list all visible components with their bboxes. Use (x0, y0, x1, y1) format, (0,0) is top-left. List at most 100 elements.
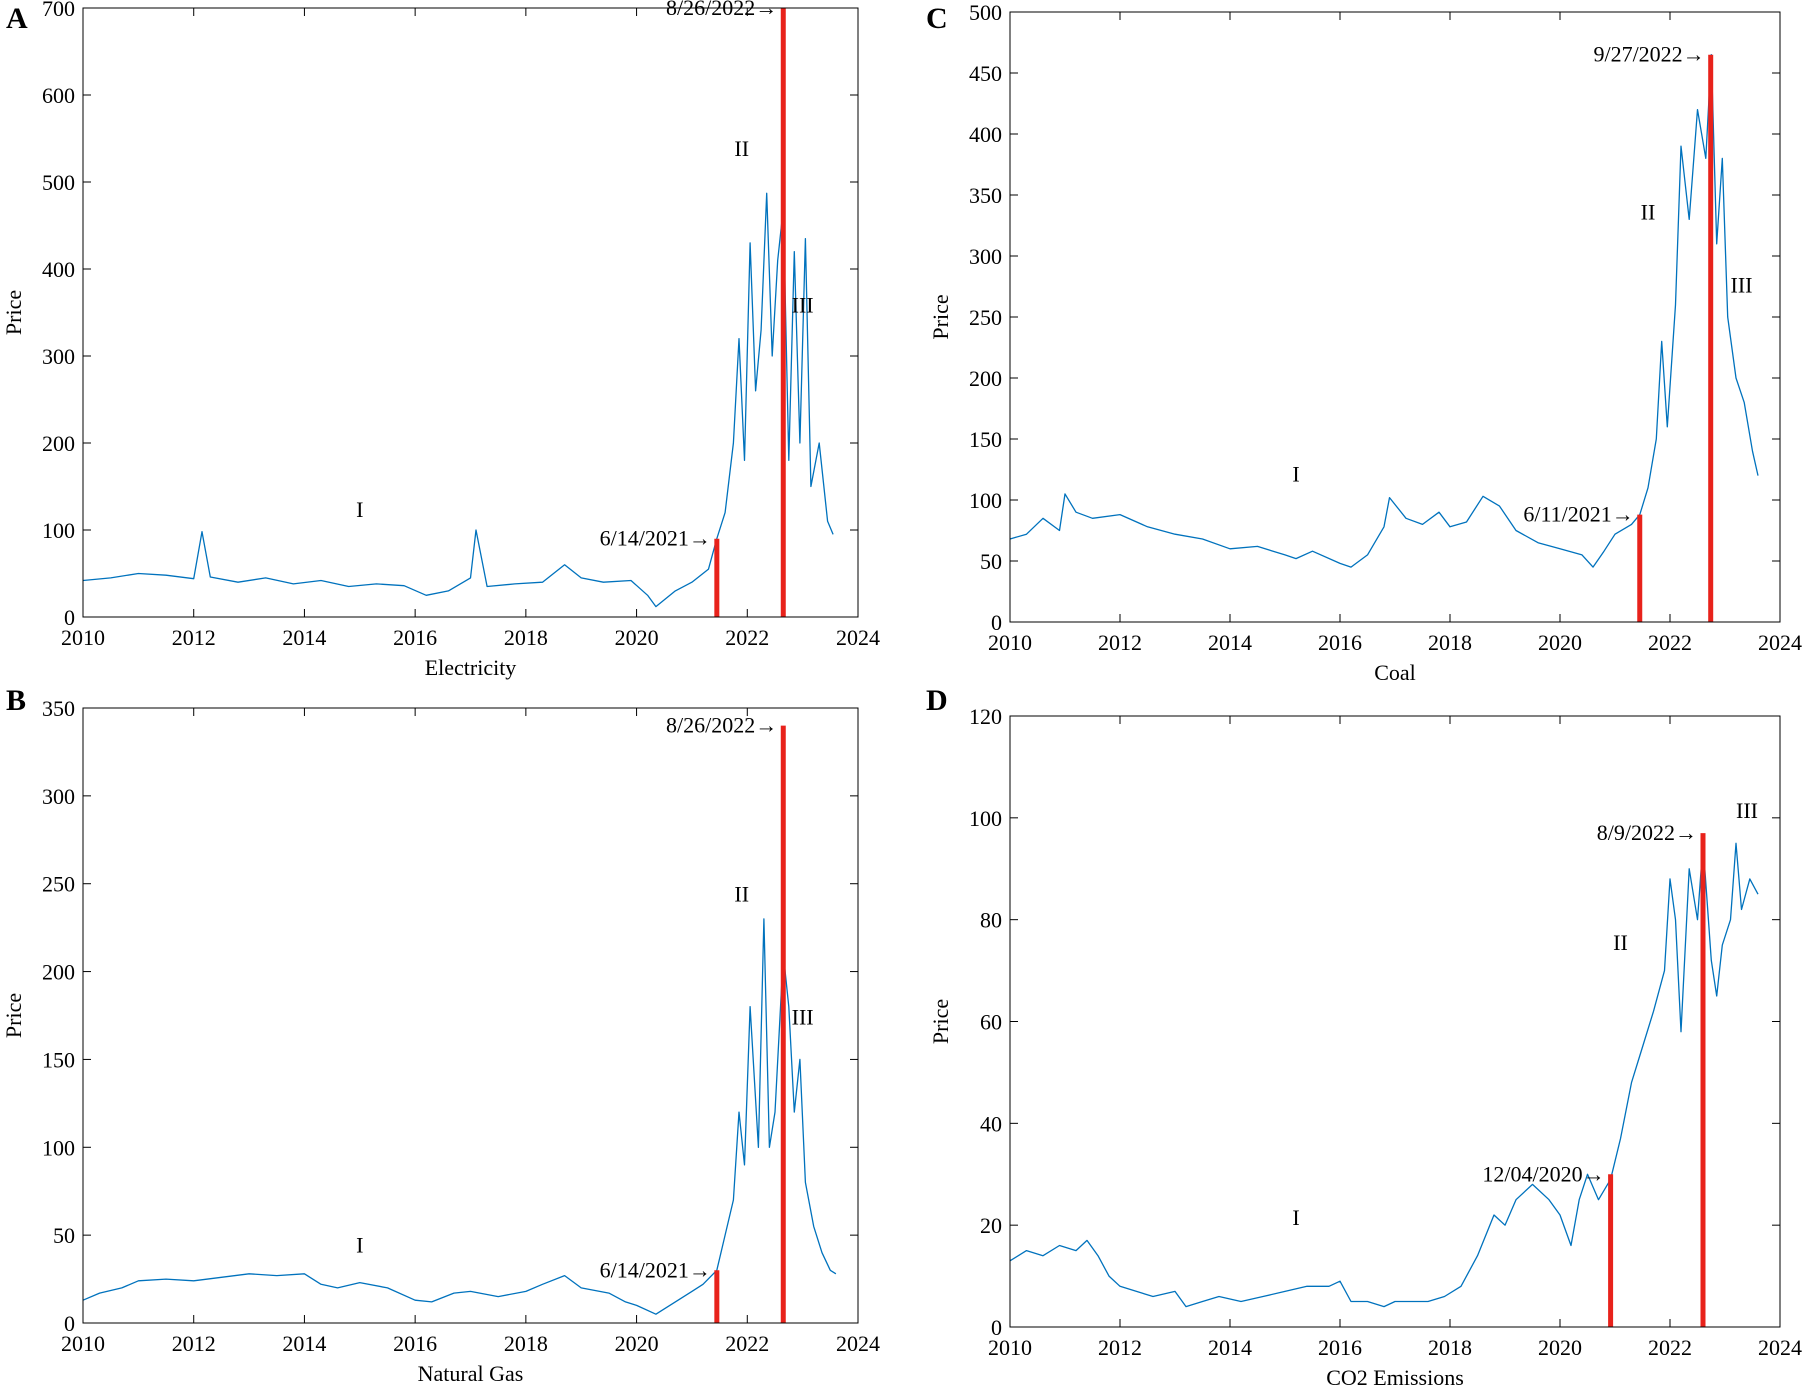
panel-letter-a: A (6, 2, 28, 35)
y-tick-label: 400 (42, 257, 75, 282)
plot-frame (82, 707, 859, 1324)
y-tick-label: 700 (42, 0, 75, 21)
x-tick-label: 2018 (504, 625, 548, 650)
y-tick-label: 40 (980, 1111, 1002, 1136)
panel-letter-b: B (6, 684, 27, 717)
x-tick-label: 2022 (725, 1331, 769, 1356)
x-tick-label: 2018 (504, 1331, 548, 1356)
series-line-coal (1009, 54, 1759, 568)
x-tick-label: 2020 (615, 625, 659, 650)
y-tick-label: 600 (42, 83, 75, 108)
y-tick-label: 0 (991, 610, 1002, 635)
y-tick-label: 200 (42, 431, 75, 456)
y-tick-label: 100 (42, 518, 75, 543)
y-tick-label: 150 (969, 427, 1002, 452)
y-tick-label: 120 (969, 704, 1002, 729)
x-tick-label: 2016 (393, 1331, 437, 1356)
region-label: III (792, 293, 814, 318)
series-line-co2-emissions (1009, 842, 1759, 1308)
x-tick-label: 2020 (615, 1331, 659, 1356)
plot-frame (82, 7, 859, 618)
event-marker-label: 6/11/2021→ (1523, 502, 1633, 527)
y-tick-label: 80 (980, 908, 1002, 933)
region-label: III (792, 1004, 814, 1029)
x-tick-label: 2024 (836, 1331, 880, 1356)
plot-frame (1009, 715, 1781, 1328)
y-tick-label: 100 (42, 1135, 75, 1160)
y-tick-label: 60 (980, 1010, 1002, 1035)
event-marker-label: 6/14/2021→ (600, 1257, 711, 1282)
x-tick-label: 2024 (836, 625, 880, 650)
x-tick-label: 2014 (1208, 630, 1252, 655)
x-axis-label: Electricity (425, 655, 517, 680)
x-tick-label: 2018 (1428, 1335, 1472, 1360)
y-tick-label: 300 (42, 344, 75, 369)
x-tick-label: 2022 (725, 625, 769, 650)
x-tick-label: 2012 (1098, 1335, 1142, 1360)
y-tick-label: 350 (969, 183, 1002, 208)
region-label: II (1641, 199, 1656, 224)
event-marker-label: 12/04/2020→ (1482, 1161, 1604, 1186)
y-tick-label: 300 (42, 784, 75, 809)
x-tick-label: 2010 (988, 630, 1032, 655)
region-label: II (1613, 930, 1628, 955)
x-tick-label: 2018 (1428, 630, 1472, 655)
panel-letter-d: D (926, 684, 948, 717)
region-label: III (1731, 273, 1753, 298)
event-marker-label: 8/26/2022→ (666, 713, 777, 738)
region-label: I (356, 497, 363, 522)
y-tick-label: 20 (980, 1213, 1002, 1238)
x-tick-label: 2016 (1318, 1335, 1362, 1360)
x-tick-label: 2010 (61, 1331, 105, 1356)
region-label: I (356, 1233, 363, 1258)
y-tick-label: 50 (53, 1223, 75, 1248)
x-axis-label: Coal (1374, 660, 1416, 685)
x-tick-label: 2014 (282, 1331, 326, 1356)
x-axis-label: Natural Gas (418, 1361, 524, 1386)
y-tick-label: 300 (969, 244, 1002, 269)
x-tick-label: 2020 (1538, 1335, 1582, 1360)
x-axis-label: CO2 Emissions (1326, 1365, 1464, 1390)
y-tick-label: 500 (969, 0, 1002, 25)
x-tick-label: 2012 (1098, 630, 1142, 655)
y-tick-label: 0 (64, 605, 75, 630)
x-tick-label: 2010 (988, 1335, 1032, 1360)
x-tick-label: 2016 (1318, 630, 1362, 655)
region-label: II (734, 881, 749, 906)
y-tick-label: 250 (42, 872, 75, 897)
y-tick-label: 150 (42, 1047, 75, 1072)
y-tick-label: 450 (969, 61, 1002, 86)
x-tick-label: 2024 (1758, 630, 1802, 655)
y-tick-label: 100 (969, 488, 1002, 513)
x-tick-label: 2014 (1208, 1335, 1252, 1360)
y-tick-label: 250 (969, 305, 1002, 330)
event-marker-label: 8/26/2022→ (666, 0, 777, 20)
event-marker-label: 6/14/2021→ (600, 526, 711, 551)
y-axis-label: Price (928, 294, 953, 339)
x-tick-label: 2022 (1648, 1335, 1692, 1360)
panel-letter-c: C (926, 2, 948, 35)
x-tick-label: 2012 (172, 1331, 216, 1356)
x-tick-label: 2024 (1758, 1335, 1802, 1360)
y-axis-label: Price (1, 993, 26, 1038)
y-tick-label: 400 (969, 122, 1002, 147)
event-marker-label: 9/27/2022→ (1593, 42, 1704, 67)
y-axis-label: Price (1, 290, 26, 335)
y-tick-label: 100 (969, 806, 1002, 831)
y-axis-label: Price (928, 999, 953, 1044)
x-tick-label: 2010 (61, 625, 105, 650)
y-tick-label: 350 (42, 696, 75, 721)
y-tick-label: 500 (42, 170, 75, 195)
x-tick-label: 2014 (282, 625, 326, 650)
x-tick-label: 2016 (393, 625, 437, 650)
region-label: I (1292, 1205, 1299, 1230)
region-label: II (734, 136, 749, 161)
y-tick-label: 50 (980, 549, 1002, 574)
x-tick-label: 2020 (1538, 630, 1582, 655)
y-tick-label: 0 (991, 1315, 1002, 1340)
y-tick-label: 200 (969, 366, 1002, 391)
